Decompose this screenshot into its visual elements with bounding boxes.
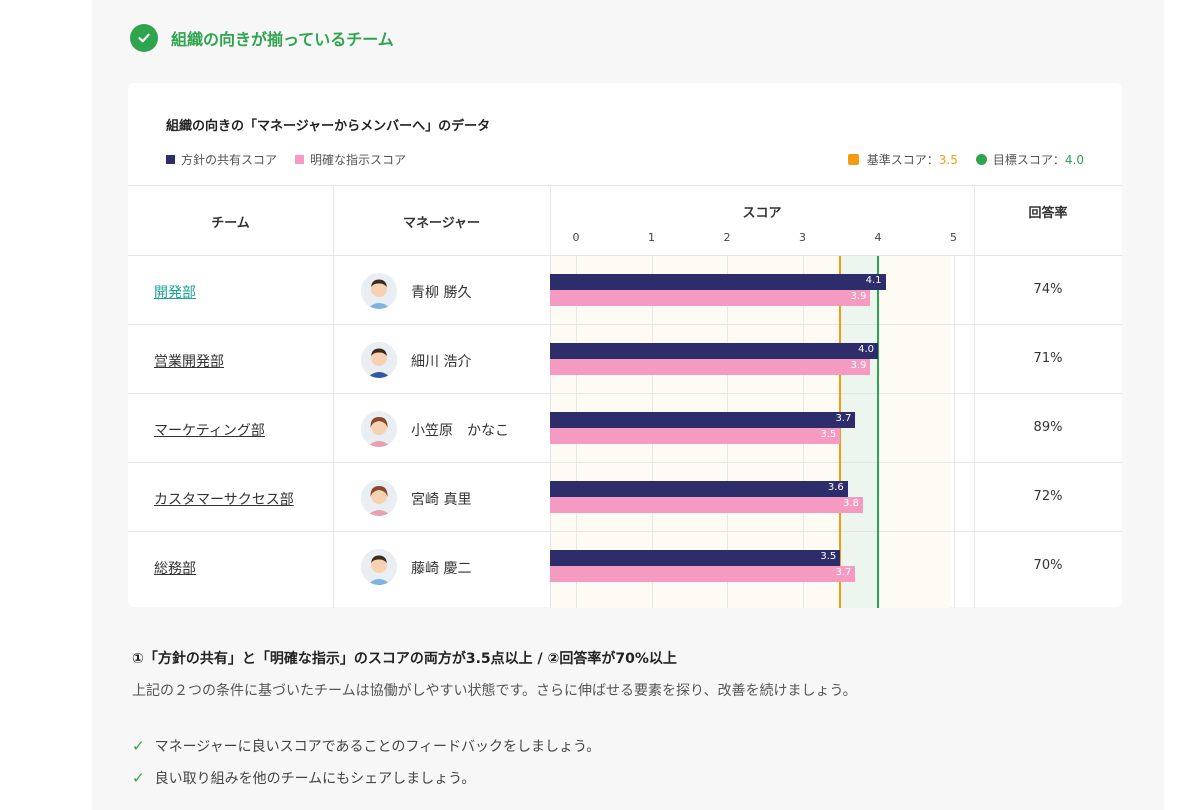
manager-name: 青柳 勝久 bbox=[411, 285, 472, 301]
goal-zone bbox=[840, 256, 878, 608]
bar-value-label: 3.9 bbox=[850, 360, 867, 371]
legend-instruction: 明確な指示スコア bbox=[295, 151, 406, 168]
axis-tick-label: 3 bbox=[799, 231, 806, 244]
legend-label: 基準スコア： bbox=[866, 153, 939, 167]
legend-swatch-orange bbox=[847, 154, 859, 165]
response-rate: 70% bbox=[1033, 558, 1063, 573]
series-legend: 方針の共有スコア 明確な指示スコア bbox=[166, 151, 406, 168]
conditions-description: 上記の２つの条件に基づいたチームは協働がしやすい状態です。さらに伸ばせる要素を探… bbox=[132, 683, 857, 699]
content-panel: 組織の向きが揃っているチーム 組織の向きの「マネージャーからメンバーへ」のデータ… bbox=[92, 0, 1164, 810]
policy-score-bar: 3.7 bbox=[550, 412, 856, 428]
base-score-value: 3.5 bbox=[938, 152, 958, 167]
table-row: マーケティング部 小笠原 かなこ 89% bbox=[128, 394, 1122, 463]
header-score: スコア bbox=[742, 206, 782, 221]
column-divider bbox=[974, 186, 975, 608]
manager-name: 藤崎 慶二 bbox=[411, 561, 472, 577]
legend-policy: 方針の共有スコア bbox=[166, 151, 277, 168]
instruction-score-bar: 3.8 bbox=[550, 497, 863, 513]
table-row: 開発部 青柳 勝久 74% bbox=[128, 256, 1122, 325]
response-rate: 71% bbox=[1033, 351, 1063, 366]
table-row: カスタマーサクセス部 宮崎 真里 72% bbox=[128, 463, 1122, 532]
goal-score-value: 4.0 bbox=[1064, 152, 1084, 167]
axis-tick-label: 2 bbox=[723, 231, 731, 244]
header-team: チーム bbox=[211, 215, 250, 231]
axis-tick-label: 0 bbox=[572, 231, 580, 244]
policy-score-bar: 3.5 bbox=[550, 550, 841, 566]
column-divider bbox=[550, 186, 551, 608]
legend-dot-green bbox=[975, 154, 987, 165]
score-chart: スコア 0 1 2 3 4 5 4.1 3.9 4.0 3.9 3.7 3.5 3.6 3.8 3.5 3.7 bbox=[550, 186, 974, 608]
team-link[interactable]: カスタマーサクセス部 bbox=[154, 492, 294, 508]
male-suit-avatar-icon bbox=[361, 342, 397, 378]
header-rate: 回答率 bbox=[1028, 206, 1068, 221]
tip-text: 良い取り組みを他のチームにもシェアしましょう。 bbox=[154, 771, 476, 787]
conditions-title: ①「方針の共有」と「明確な指示」のスコアの両方が3.5点以上 / ②回答率が70… bbox=[132, 651, 677, 667]
check-circle-icon bbox=[130, 24, 158, 52]
legend-base-score: 基準スコア： 3.5 bbox=[847, 151, 958, 168]
section-title: 組織の向きが揃っているチーム bbox=[171, 30, 394, 49]
manager-name: 細川 浩介 bbox=[411, 354, 472, 370]
chart-card: 組織の向きの「マネージャーからメンバーへ」のデータ 方針の共有スコア 明確な指示… bbox=[128, 83, 1122, 608]
team-score-table: チーム マネージャー 回答率 スコア 0 1 2 3 4 5 4.1 3.9 4.0 3.9 3.7… bbox=[128, 185, 1122, 608]
manager-name: 宮崎 真里 bbox=[411, 492, 472, 508]
axis-tick-label: 4 bbox=[874, 231, 882, 244]
column-divider bbox=[333, 186, 334, 608]
bar-value-label: 4.1 bbox=[865, 275, 882, 286]
bar-value-label: 4.0 bbox=[858, 344, 874, 355]
instruction-score-bar: 3.9 bbox=[550, 290, 871, 306]
section-header: 組織の向きが揃っているチーム bbox=[130, 24, 394, 52]
check-icon: ✓ bbox=[132, 737, 145, 755]
team-link[interactable]: マーケティング部 bbox=[154, 423, 265, 439]
table-header: チーム マネージャー 回答率 bbox=[128, 186, 1122, 256]
female-avatar-icon bbox=[361, 480, 397, 516]
axis-tick-label: 5 bbox=[950, 231, 957, 244]
response-rate: 89% bbox=[1033, 420, 1063, 435]
table-row: 総務部 藤崎 慶二 70% bbox=[128, 532, 1122, 607]
male-avatar-icon bbox=[361, 549, 397, 585]
bar-value-label: 3.8 bbox=[842, 498, 859, 509]
response-rate: 72% bbox=[1033, 489, 1063, 504]
policy-score-bar: 3.6 bbox=[550, 481, 848, 497]
bar-value-label: 3.9 bbox=[850, 291, 867, 302]
bar-value-label: 3.5 bbox=[820, 429, 837, 440]
goal-score-line bbox=[877, 256, 879, 608]
female-avatar-icon bbox=[361, 411, 397, 447]
instruction-score-bar: 3.7 bbox=[550, 566, 856, 582]
legend-label: 明確な指示スコア bbox=[310, 153, 407, 167]
manager-name: 小笠原 かなこ bbox=[411, 423, 509, 439]
check-icon: ✓ bbox=[132, 769, 145, 787]
male-avatar-icon bbox=[361, 273, 397, 309]
response-rate: 74% bbox=[1033, 282, 1063, 297]
tip-item: ✓ マネージャーに良いスコアであることのフィードバックをしましょう。 bbox=[132, 736, 600, 756]
legend-swatch-pink bbox=[295, 155, 305, 164]
bar-value-label: 3.7 bbox=[835, 567, 852, 578]
legend-goal-score: 目標スコア： 4.0 bbox=[975, 151, 1084, 168]
reference-legend: 基準スコア： 3.5 目標スコア： 4.0 bbox=[847, 151, 1084, 168]
card-title: 組織の向きの「マネージャーからメンバーへ」のデータ bbox=[166, 119, 491, 134]
header-manager: マネージャー bbox=[402, 215, 481, 231]
bar-value-label: 3.7 bbox=[835, 413, 852, 424]
tip-item: ✓ 良い取り組みを他のチームにもシェアしましょう。 bbox=[132, 768, 475, 788]
instruction-score-bar: 3.5 bbox=[550, 428, 841, 444]
legend-label: 目標スコア： bbox=[992, 153, 1065, 167]
bar-value-label: 3.5 bbox=[820, 551, 837, 562]
table-row: 営業開発部 細川 浩介 71% bbox=[128, 325, 1122, 394]
policy-score-bar: 4.0 bbox=[550, 343, 878, 359]
tip-text: マネージャーに良いスコアであることのフィードバックをしましょう。 bbox=[154, 739, 601, 755]
policy-score-bar: 4.1 bbox=[550, 274, 886, 290]
gridline bbox=[953, 256, 955, 608]
team-link[interactable]: 総務部 bbox=[154, 561, 196, 577]
base-score-line bbox=[839, 256, 842, 608]
legend-label: 方針の共有スコア bbox=[181, 153, 278, 167]
legend-swatch-navy bbox=[166, 155, 175, 164]
instruction-score-bar: 3.9 bbox=[550, 359, 871, 375]
axis-tick-label: 1 bbox=[648, 231, 655, 244]
team-link[interactable]: 開発部 bbox=[154, 285, 196, 301]
team-link[interactable]: 営業開発部 bbox=[154, 354, 224, 370]
bar-value-label: 3.6 bbox=[827, 482, 844, 493]
